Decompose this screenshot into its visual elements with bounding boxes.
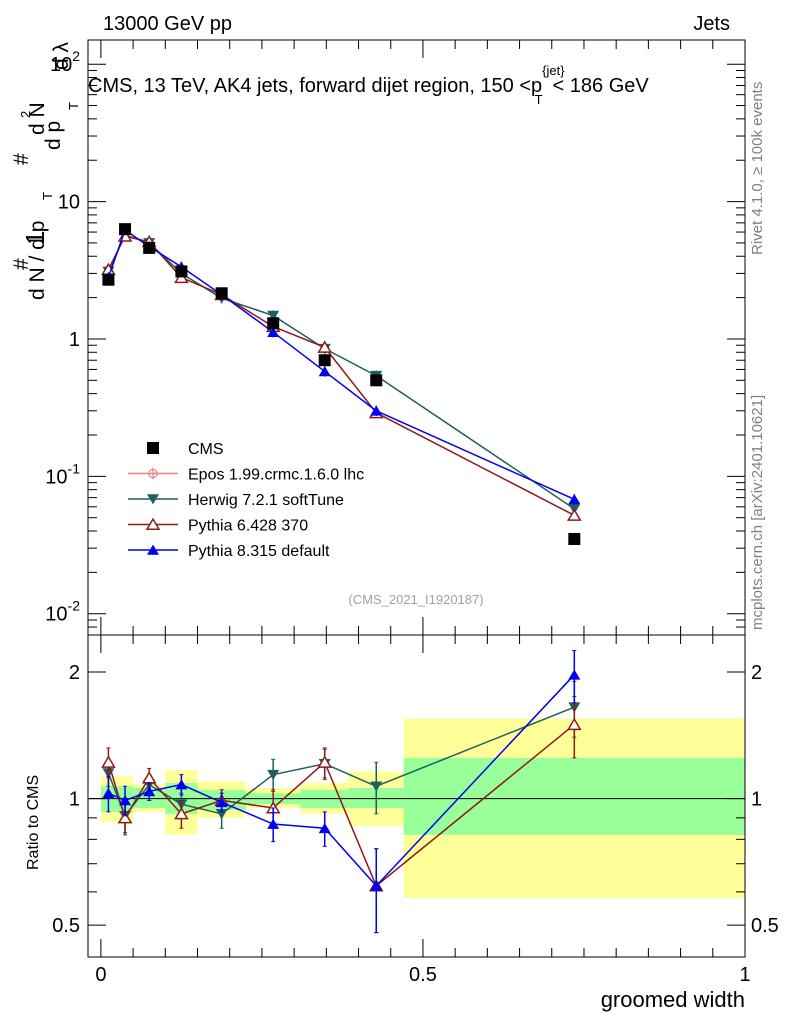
main-series-0: [102, 223, 581, 545]
plot-title-main: CMS, 13 TeV, AK4 jets, forward dijet reg…: [88, 75, 542, 97]
ratio-data-point: [318, 822, 331, 834]
main-data-point: [568, 493, 581, 505]
ratio-y-axis-label: Ratio to CMS: [25, 775, 42, 870]
ratio-panel: 0.5 0.5 1 1 2 2 0 0.5 1: [52, 634, 779, 986]
ratio-band-inner: [403, 757, 745, 835]
legend-label: Pythia 8.315 default: [188, 543, 330, 560]
legend-marker: [147, 494, 159, 505]
main-ylabel-d2n: d N: [26, 102, 49, 135]
ratio-data-point: [143, 786, 156, 797]
main-data-point: [317, 340, 333, 353]
header-category-label: Jets: [693, 13, 730, 35]
plot-title-end: < 186 GeV: [553, 75, 650, 97]
main-ylabel-part1: #: [10, 258, 33, 270]
main-y-tick-label: 10-1: [45, 460, 80, 488]
main-data-point: [370, 374, 383, 387]
legend-entry: CMS: [147, 441, 224, 458]
main-ylabel-sub-t: T: [40, 192, 55, 200]
ratio-data-point: [267, 769, 280, 781]
main-data-point: [566, 508, 582, 521]
main-data-point: [370, 405, 383, 416]
legend-label: CMS: [188, 441, 224, 458]
plot-title: CMS, 13 TeV, AK4 jets, forward dijet reg…: [88, 63, 649, 107]
ratio-data-point: [566, 717, 582, 731]
ratio-y-tick-label: 0.5: [52, 915, 80, 937]
main-data-point: [568, 532, 581, 545]
ratio-x-tick-label: 0: [95, 964, 106, 986]
plot-title-sub: T: [535, 92, 543, 107]
main-y-tick-label: 10: [58, 192, 80, 214]
legend-entry: Herwig 7.2.1 softTune: [128, 492, 344, 509]
analysis-id-label: (CMS_2021_I1920187): [348, 592, 483, 607]
legend-marker: [147, 544, 159, 555]
main-y-tick-label: 102: [50, 48, 80, 76]
mcplots-source-label: mcplots.cern.ch [arXiv:2401.10621]: [749, 395, 766, 630]
ratio-data-point: [102, 787, 115, 799]
ratio-data-point: [317, 755, 333, 768]
x-axis-label: groomed width: [601, 987, 745, 1012]
rivet-version-label: Rivet 4.1.0, ≥ 100k events: [749, 82, 766, 255]
ratio-data-point: [370, 781, 383, 792]
main-ylabel-sub-t2: T: [66, 102, 81, 110]
main-data-point: [267, 317, 280, 330]
main-ylabel-part2: #: [10, 153, 33, 165]
main-ylabel-dlambda: d λ: [50, 41, 73, 70]
ratio-y-tick-label: 2: [69, 662, 80, 684]
legend-label: Epos 1.99.crmc.1.6.0 lhc: [188, 467, 364, 484]
main-ylabel-sup-2: 2: [18, 111, 33, 118]
ratio-x-tick-label: 1: [739, 964, 750, 986]
main-ylabel-dpt: d p: [42, 121, 65, 150]
main-data-point: [318, 366, 331, 377]
ratio-x-tick-label: 0.5: [409, 964, 437, 986]
main-data-point: [267, 310, 280, 321]
ratio-data-point: [117, 810, 133, 824]
main-y-axis-label: # 1 d N / d p T # d N 2 d p T d λ: [10, 41, 81, 300]
main-data-point: [267, 326, 280, 337]
main-data-point: [318, 354, 331, 367]
main-ylabel-one: 1: [20, 231, 50, 245]
main-ylabel-dn: d N / d p: [26, 221, 49, 300]
ratio-data-point: [370, 880, 383, 891]
main-data-point: [175, 265, 188, 278]
ratio-data-point: [175, 779, 188, 790]
main-data-point: [102, 273, 115, 286]
ratio-y-tick-label-right: 0.5: [751, 915, 779, 937]
plot-title-sup: {jet}: [542, 63, 565, 78]
legend-label: Herwig 7.2.1 softTune: [188, 492, 344, 509]
ratio-data-point: [215, 809, 228, 820]
ratio-data-point: [174, 806, 189, 820]
ratio-y-tick-label-right: 1: [751, 789, 762, 811]
ratio-y-tick-label-right: 2: [751, 662, 762, 684]
ratio-data-point: [119, 795, 132, 806]
main-data-point: [143, 241, 156, 254]
header-energy-label: 13000 GeV pp: [103, 13, 232, 35]
legend-marker: [145, 517, 161, 531]
main-y-tick-label: 1: [69, 329, 80, 351]
legend-label: Pythia 6.428 370: [188, 518, 308, 535]
legend-marker: [147, 442, 159, 454]
ratio-series-2: [102, 650, 581, 934]
ratio-data-point: [141, 771, 157, 784]
legend: CMS Epos 1.99.crmc.1.6.0 lhc Herwig 7.2.1 …: [128, 441, 364, 560]
legend-entry: Pythia 6.428 370: [128, 518, 308, 535]
ratio-frame: [87, 634, 746, 958]
main-frame: [87, 39, 746, 636]
main-y-tick-label: 10-2: [45, 598, 80, 626]
ratio-data-point: [215, 796, 228, 808]
legend-entry: Epos 1.99.crmc.1.6.0 lhc: [128, 467, 364, 484]
main-data-point: [119, 223, 132, 236]
ratio-data-point: [101, 755, 116, 768]
ratio-data-point: [568, 669, 581, 680]
main-data-point: [215, 287, 228, 300]
ratio-data-point: [267, 818, 280, 829]
ratio-y-tick-label: 1: [69, 789, 80, 811]
main-panel: 10-2 10-1 1 10 102: [45, 39, 746, 636]
legend-entry: Pythia 8.315 default: [128, 543, 330, 560]
